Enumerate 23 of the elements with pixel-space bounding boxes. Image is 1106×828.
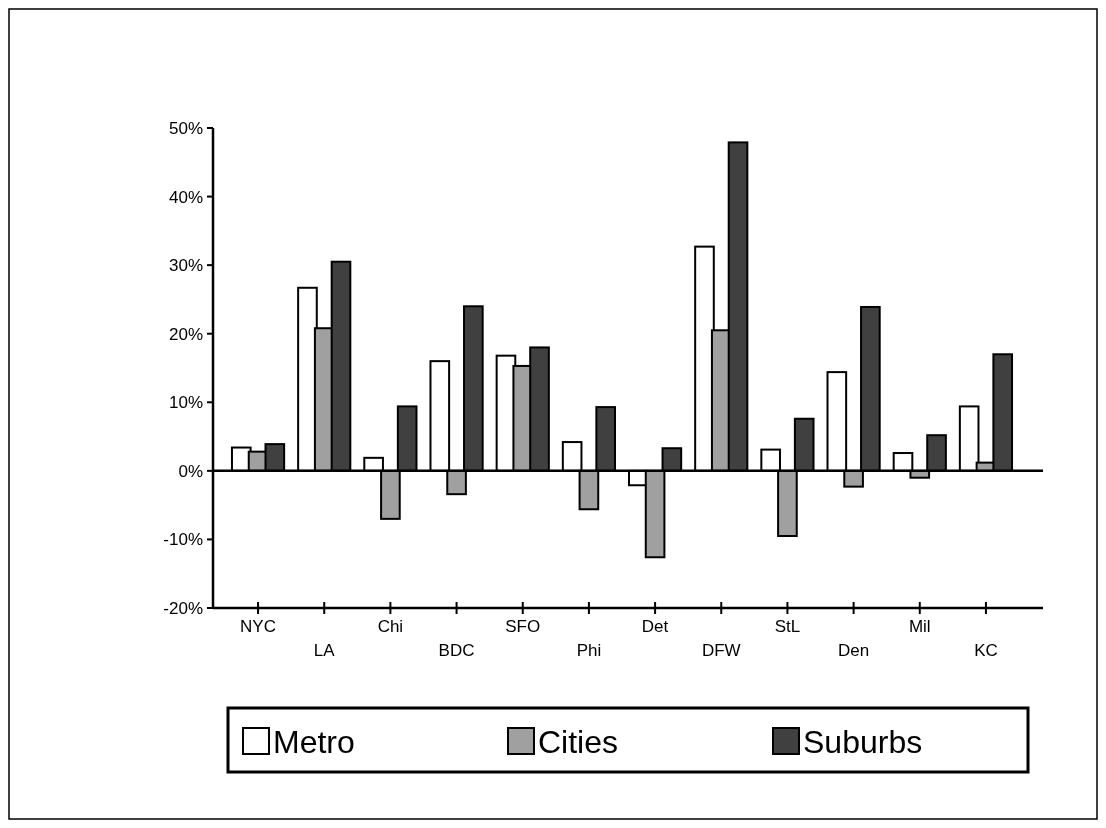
x-tick-label: DFW xyxy=(701,641,741,660)
legend-label: Metro xyxy=(273,724,355,760)
y-tick-label: 40% xyxy=(168,187,203,207)
x-tick-label: Den xyxy=(838,641,870,660)
x-tick-label: Chi xyxy=(377,617,404,636)
x-tick-label: NYC xyxy=(240,617,277,636)
y-tick-label: 10% xyxy=(168,393,203,413)
x-tick-label: BDC xyxy=(438,641,475,660)
y-tick-label: 20% xyxy=(168,324,203,344)
y-tick-label: 30% xyxy=(168,256,203,276)
y-tick-label: 50% xyxy=(168,118,203,138)
x-tick-label: StL xyxy=(774,617,801,636)
legend-label: Suburbs xyxy=(803,724,923,760)
legend-label: Cities xyxy=(538,724,619,760)
x-tick-label: LA xyxy=(313,641,336,660)
x-tick-label: Phi xyxy=(576,641,602,660)
y-tick-label: -10% xyxy=(163,530,203,550)
x-tick-label: Det xyxy=(641,617,669,636)
y-tick-label: -20% xyxy=(163,598,203,618)
x-tick-label: Mil xyxy=(908,617,931,636)
x-tick-label: KC xyxy=(974,641,998,660)
x-tick-label: SFO xyxy=(505,617,541,636)
y-tick-label: 0% xyxy=(178,461,203,481)
